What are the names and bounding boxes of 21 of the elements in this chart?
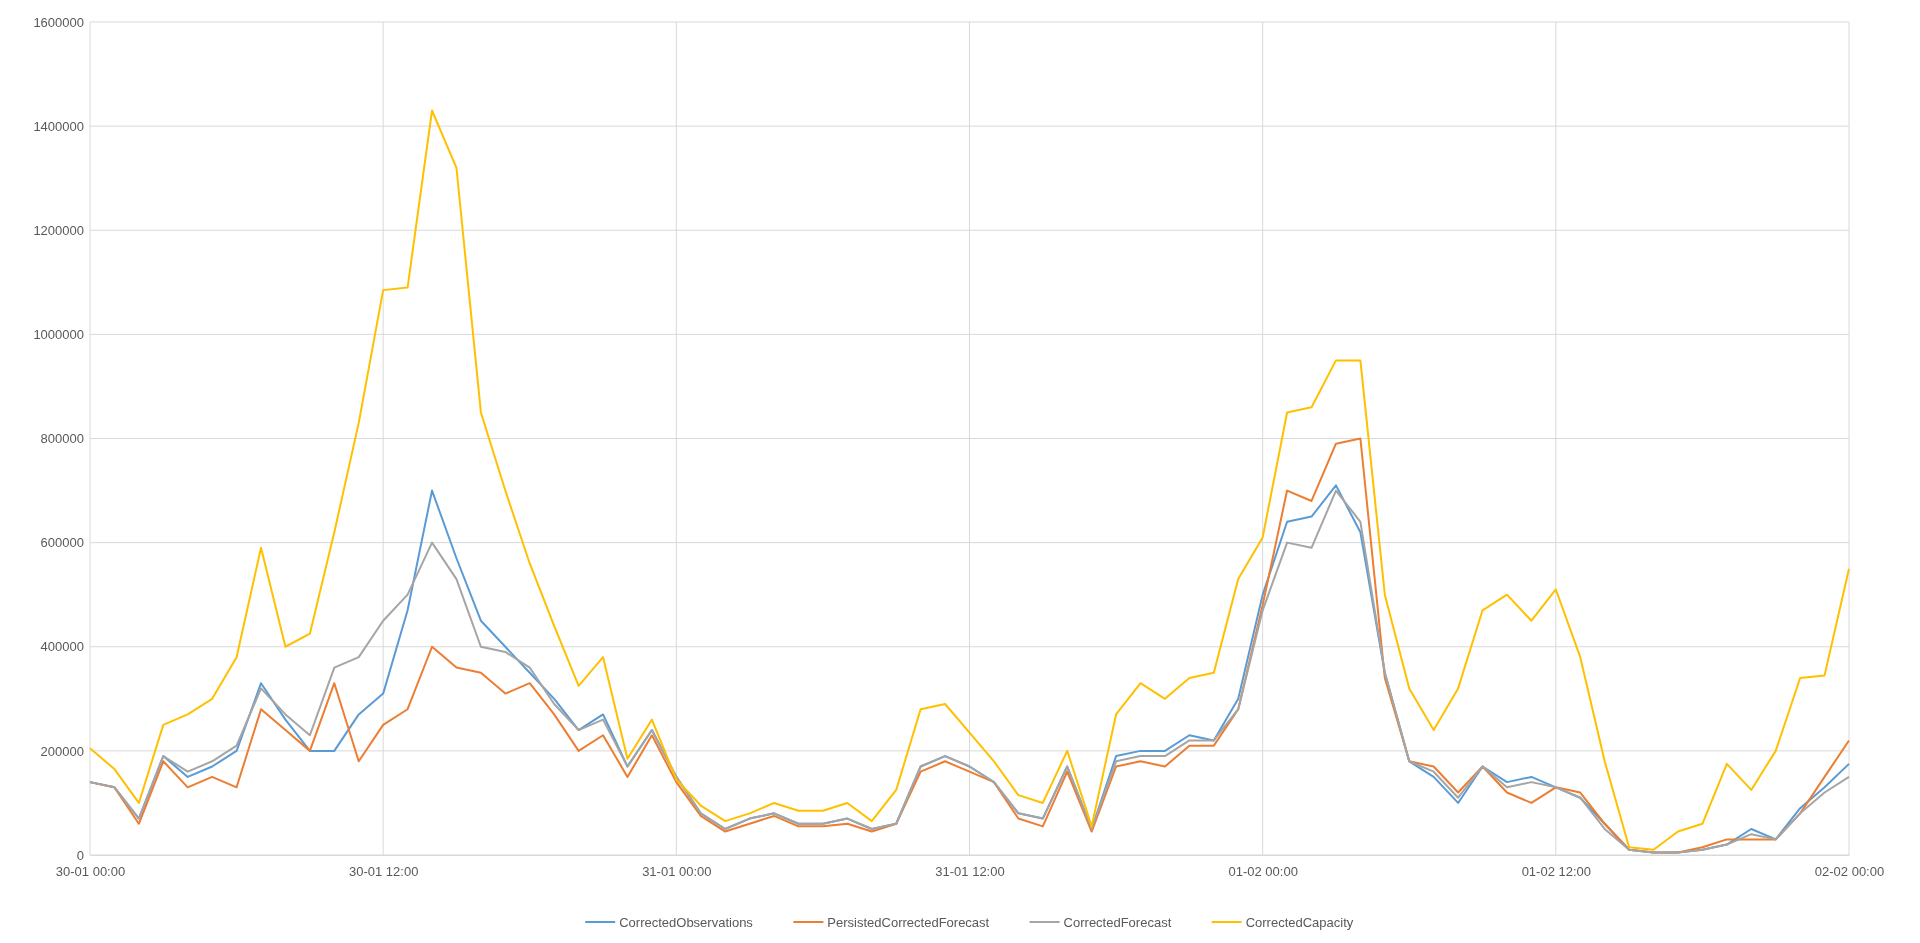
- y-tick-label: 1200000: [33, 222, 84, 238]
- x-tick-label: 31-01 00:00: [642, 864, 712, 880]
- legend-label: PersistedCorrectedForecast: [827, 915, 990, 930]
- y-tick-label: 200000: [40, 743, 84, 759]
- y-tick-label: 1400000: [33, 118, 84, 134]
- x-tick-label: 30-01 12:00: [348, 864, 419, 880]
- legend-label: CorrectedObservations: [619, 915, 754, 930]
- legend-label: CorrectedForecast: [1063, 915, 1172, 930]
- line-series: [89, 109, 1850, 851]
- x-tick-label: 30-01 00:00: [55, 864, 126, 880]
- y-tick-label: 800000: [40, 431, 84, 447]
- y-tick-label: 1000000: [33, 327, 84, 343]
- y-tick-label: 1600000: [33, 14, 84, 30]
- x-tick-label: 02-02 00:00: [1814, 864, 1885, 880]
- y-tick-label: 400000: [40, 639, 84, 655]
- legend-label: CorrectedCapacity: [1245, 915, 1354, 930]
- y-tick-label: 600000: [40, 535, 84, 551]
- y-tick-label: 0: [76, 847, 84, 863]
- x-tick-label: 31-01 12:00: [935, 864, 1005, 880]
- x-tick-label: 01-02 00:00: [1228, 864, 1298, 880]
- x-tick-label: 01-02 12:00: [1521, 864, 1592, 880]
